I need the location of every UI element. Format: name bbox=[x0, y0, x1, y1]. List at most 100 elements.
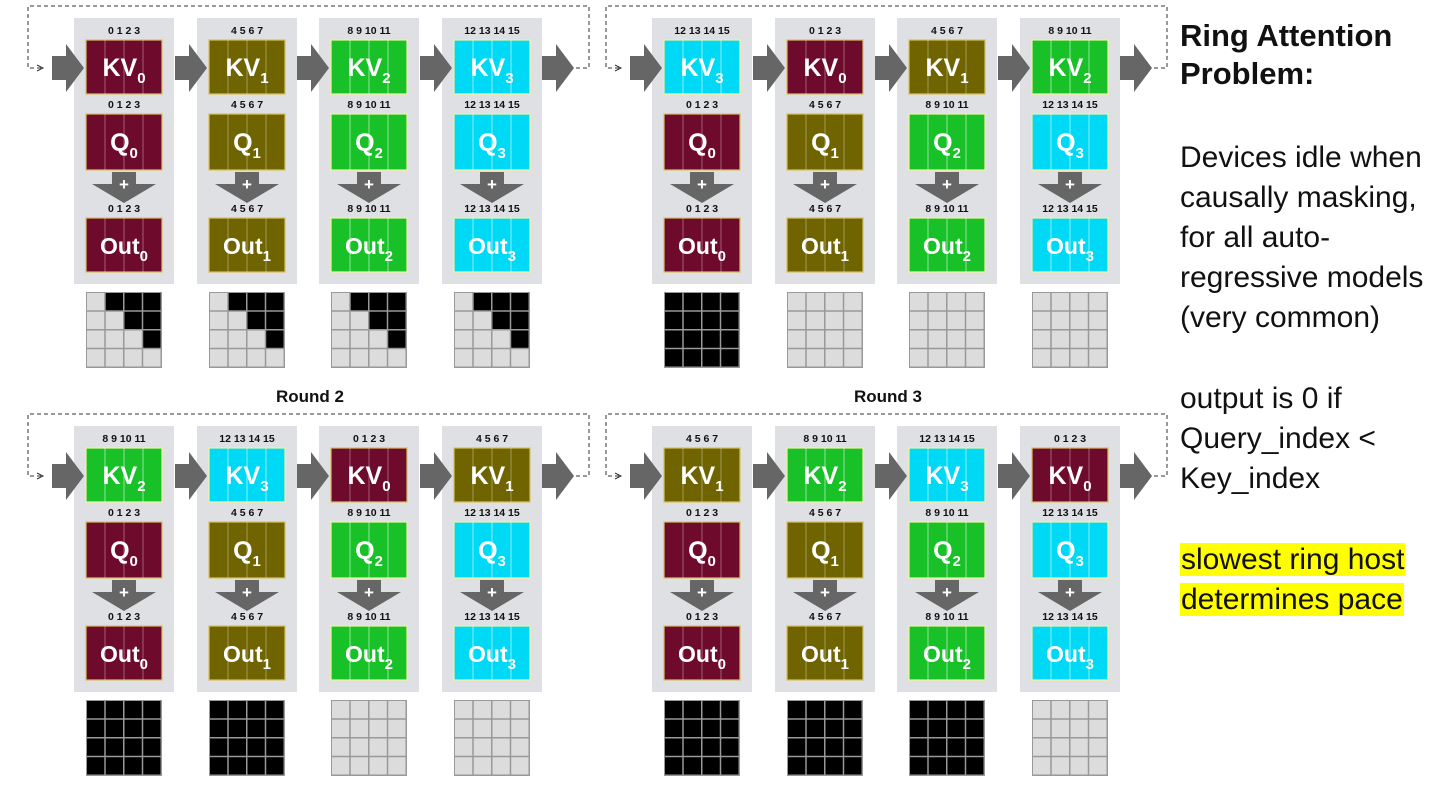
mask-cell-computed bbox=[806, 757, 824, 775]
round-label: Round 2 bbox=[276, 387, 344, 406]
mask-cell-computed bbox=[683, 757, 701, 775]
ring-arrow bbox=[175, 452, 207, 500]
ring-arrow bbox=[1120, 452, 1152, 500]
mask-cell-computed bbox=[721, 293, 739, 311]
mask-cell-computed bbox=[947, 701, 965, 719]
device: 4 5 6 7 KV1 0 1 2 3 Q0 0 1 2 3 Out0 + bbox=[652, 426, 752, 776]
attention-mask bbox=[86, 700, 162, 776]
block-label: KV0 bbox=[1048, 462, 1091, 495]
ring-arrow bbox=[297, 44, 329, 92]
mask-cell-masked bbox=[350, 330, 368, 348]
mask-cell-masked bbox=[844, 311, 862, 329]
mask-cell-computed bbox=[702, 757, 720, 775]
index-label: 4 5 6 7 bbox=[231, 99, 263, 111]
ring-arrow bbox=[753, 44, 785, 92]
mask-cell-computed bbox=[266, 330, 284, 348]
index-label: 0 1 2 3 bbox=[108, 25, 140, 37]
mask-cell-masked bbox=[473, 738, 491, 756]
mask-cell-computed bbox=[247, 738, 265, 756]
mask-cell-computed bbox=[928, 701, 946, 719]
mask-cell-computed bbox=[683, 293, 701, 311]
index-label: 4 5 6 7 bbox=[231, 25, 263, 37]
index-label: 4 5 6 7 bbox=[809, 611, 841, 623]
mask-cell-computed bbox=[665, 311, 683, 329]
mask-cell-masked bbox=[473, 757, 491, 775]
ring-arrow bbox=[998, 44, 1030, 92]
mask-cell-computed bbox=[511, 330, 529, 348]
mask-cell-computed bbox=[683, 738, 701, 756]
mask-cell-masked bbox=[1051, 738, 1069, 756]
mask-cell-computed bbox=[105, 738, 123, 756]
mask-cell-computed bbox=[702, 293, 720, 311]
mask-cell-masked bbox=[1051, 349, 1069, 367]
mask-cell-masked bbox=[369, 701, 387, 719]
mask-cell-masked bbox=[947, 311, 965, 329]
mask-cell-masked bbox=[1089, 719, 1107, 737]
mask-cell-masked bbox=[247, 330, 265, 348]
mask-cell-masked bbox=[1051, 719, 1069, 737]
block-label: Out3 bbox=[1046, 233, 1094, 265]
text-line: Query_index < bbox=[1180, 422, 1376, 455]
text-line: for all auto- bbox=[1180, 221, 1331, 254]
mask-cell-computed bbox=[247, 719, 265, 737]
mask-cell-computed bbox=[388, 311, 406, 329]
block-label: Q1 bbox=[233, 129, 261, 162]
block-label: Q0 bbox=[688, 129, 716, 162]
mask-cell-masked bbox=[1070, 719, 1088, 737]
index-label: 0 1 2 3 bbox=[108, 203, 140, 215]
mask-cell-computed bbox=[910, 701, 928, 719]
block-label: KV2 bbox=[347, 54, 390, 87]
text-line: causally masking, bbox=[1180, 181, 1417, 214]
block-label: KV1 bbox=[925, 54, 968, 87]
mask-cell-masked bbox=[1089, 349, 1107, 367]
block-label: Q2 bbox=[355, 129, 383, 162]
mask-cell-masked bbox=[910, 311, 928, 329]
text-line: Key_index bbox=[1180, 462, 1321, 495]
plus-sign: + bbox=[942, 175, 952, 194]
mask-cell-computed bbox=[124, 719, 142, 737]
plus-sign: + bbox=[942, 583, 952, 602]
mask-cell-masked bbox=[87, 293, 105, 311]
mask-cell-computed bbox=[910, 757, 928, 775]
attention-mask bbox=[209, 700, 285, 776]
mask-cell-computed bbox=[702, 738, 720, 756]
mask-cell-masked bbox=[332, 738, 350, 756]
device: 0 1 2 3 KV0 4 5 6 7 Q1 4 5 6 7 Out1 + bbox=[775, 18, 875, 368]
mask-cell-computed bbox=[806, 738, 824, 756]
plus-sign: + bbox=[364, 175, 374, 194]
query-block bbox=[786, 113, 864, 171]
output-block bbox=[786, 625, 864, 681]
mask-cell-masked bbox=[1089, 738, 1107, 756]
plus-sign: + bbox=[1065, 175, 1075, 194]
block-label: Out1 bbox=[801, 233, 849, 265]
ring-arrow bbox=[630, 452, 662, 500]
mask-cell-masked bbox=[1033, 311, 1051, 329]
mask-cell-computed bbox=[87, 701, 105, 719]
mask-cell-computed bbox=[473, 293, 491, 311]
mask-cell-computed bbox=[105, 757, 123, 775]
block-label: Q3 bbox=[478, 537, 506, 570]
ring-return-line bbox=[605, 5, 1168, 69]
mask-cell-masked bbox=[844, 349, 862, 367]
mask-cell-computed bbox=[966, 738, 984, 756]
block-label: Q2 bbox=[355, 537, 383, 570]
mask-cell-computed bbox=[928, 719, 946, 737]
mask-cell-masked bbox=[825, 349, 843, 367]
output-block bbox=[663, 625, 741, 681]
index-label: 12 13 14 15 bbox=[919, 433, 975, 445]
mask-cell-masked bbox=[511, 701, 529, 719]
combine-arrow bbox=[460, 580, 524, 611]
attention-mask bbox=[1032, 292, 1108, 368]
mask-cell-computed bbox=[369, 311, 387, 329]
mask-cell-masked bbox=[369, 330, 387, 348]
ring-return-arrowhead bbox=[36, 64, 45, 72]
ring-return-arrowhead bbox=[614, 472, 623, 480]
index-label: 8 9 10 11 bbox=[102, 433, 145, 445]
attention-mask bbox=[664, 700, 740, 776]
block-label: KV3 bbox=[470, 54, 513, 87]
mask-cell-masked bbox=[350, 738, 368, 756]
mask-cell-masked bbox=[1070, 738, 1088, 756]
mask-cell-masked bbox=[1051, 293, 1069, 311]
mask-cell-computed bbox=[702, 701, 720, 719]
ring-arrow bbox=[998, 452, 1030, 500]
